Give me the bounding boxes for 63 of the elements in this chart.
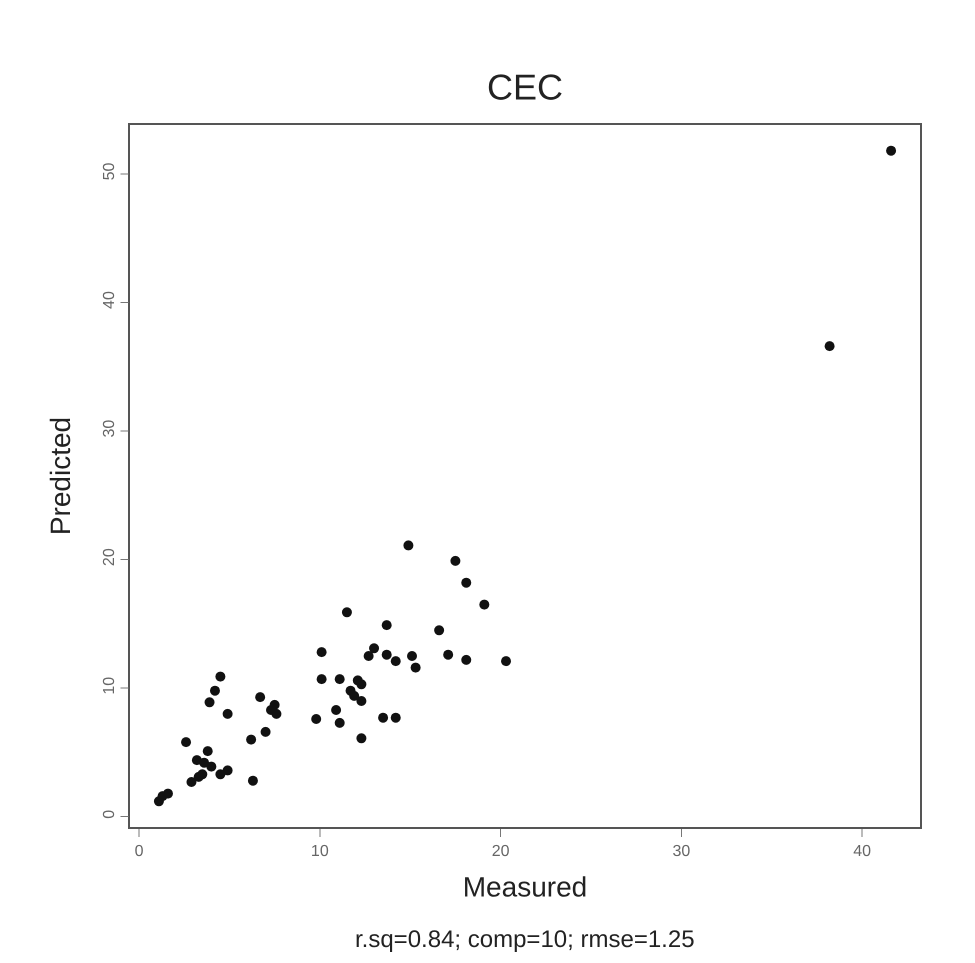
- point: [403, 540, 414, 550]
- point: [162, 788, 173, 799]
- point: [356, 696, 366, 706]
- point: [824, 341, 835, 352]
- point: [334, 674, 345, 684]
- y-tick-label: 10: [100, 676, 118, 695]
- point: [461, 654, 472, 665]
- point: [204, 697, 215, 708]
- y-tick-label: 50: [100, 162, 118, 180]
- point: [479, 600, 490, 610]
- point: [382, 650, 392, 660]
- point: [215, 672, 226, 682]
- point: [501, 656, 512, 666]
- point: [334, 718, 345, 728]
- point: [246, 734, 256, 745]
- point: [390, 656, 401, 666]
- point: [356, 679, 366, 690]
- point: [194, 772, 204, 782]
- point: [886, 146, 896, 156]
- point: [202, 746, 213, 756]
- point: [410, 662, 421, 673]
- y-axis-title: Predicted: [45, 416, 76, 536]
- text: r.sq=0.84; comp=10; rmse=1.25: [355, 926, 695, 953]
- point: [407, 651, 418, 661]
- point: [349, 690, 360, 701]
- point: [206, 762, 216, 772]
- point: [342, 607, 352, 618]
- x-axis-title: Measured: [462, 872, 588, 903]
- point: [222, 708, 233, 719]
- point: [181, 737, 192, 748]
- x-tick-label: 30: [672, 842, 690, 860]
- point: [186, 777, 196, 787]
- x-tick-label: 40: [853, 842, 872, 860]
- y-tick-label: 0: [100, 810, 118, 819]
- point: [316, 674, 327, 684]
- point: [215, 769, 226, 780]
- point: [248, 776, 258, 786]
- point: [390, 712, 401, 723]
- y-tick-label: 20: [100, 548, 118, 566]
- chart-title: CEC: [486, 66, 564, 108]
- point: [271, 708, 282, 719]
- point: [443, 650, 454, 660]
- y-tick-label: 40: [100, 291, 118, 309]
- point: [461, 578, 472, 588]
- point: [210, 686, 220, 696]
- point: [434, 625, 444, 636]
- point: [331, 705, 342, 715]
- point: [369, 643, 380, 654]
- point: [260, 726, 271, 737]
- point: [364, 651, 374, 661]
- point: [316, 647, 327, 658]
- x-tick-label: 20: [492, 842, 510, 860]
- x-tick-label: 0: [134, 842, 144, 860]
- x-tick-label: 10: [310, 842, 329, 860]
- point: [255, 692, 266, 702]
- point: [378, 712, 388, 723]
- point: [222, 765, 233, 776]
- point: [450, 556, 460, 566]
- point: [311, 714, 322, 724]
- point: [382, 620, 392, 630]
- point: [199, 758, 210, 768]
- y-tick-label: 30: [100, 420, 118, 438]
- point: [356, 733, 366, 744]
